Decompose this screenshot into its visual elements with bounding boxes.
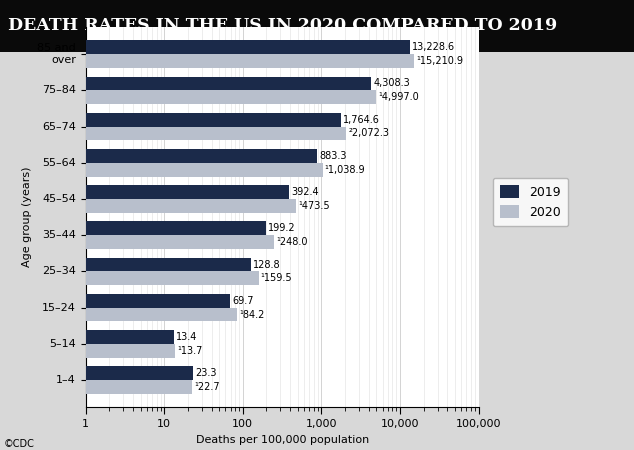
Text: DEATH RATES IN THE US IN 2020 COMPARED TO 2019: DEATH RATES IN THE US IN 2020 COMPARED T… <box>8 18 557 34</box>
Text: 4,308.3: 4,308.3 <box>373 78 410 89</box>
Text: 392.4: 392.4 <box>292 187 319 197</box>
Bar <box>0 113 341 126</box>
Text: 23.3: 23.3 <box>195 368 217 378</box>
Text: ¹1,038.9: ¹1,038.9 <box>325 165 365 175</box>
Bar <box>0 126 346 140</box>
Bar <box>0 330 174 344</box>
Text: ¹248.0: ¹248.0 <box>276 237 307 247</box>
Y-axis label: Age group (years): Age group (years) <box>22 167 32 267</box>
Text: 1,764.6: 1,764.6 <box>343 115 380 125</box>
Bar <box>0 221 266 235</box>
Bar <box>0 366 193 380</box>
Text: ¹473.5: ¹473.5 <box>298 201 330 211</box>
Bar <box>0 76 372 90</box>
Bar <box>0 344 175 358</box>
Bar <box>0 90 377 104</box>
Bar <box>0 149 317 163</box>
Text: ²2,072.3: ²2,072.3 <box>348 128 389 139</box>
Text: ¹4,997.0: ¹4,997.0 <box>378 92 419 102</box>
X-axis label: Deaths per 100,000 population: Deaths per 100,000 population <box>195 435 369 445</box>
Text: ©CDC: ©CDC <box>3 439 34 449</box>
Bar <box>0 258 252 271</box>
Bar <box>0 54 415 68</box>
Bar <box>0 199 296 213</box>
Legend: 2019, 2020: 2019, 2020 <box>493 178 568 226</box>
Bar <box>0 185 290 199</box>
Text: 128.8: 128.8 <box>254 260 281 270</box>
Bar <box>0 294 231 308</box>
Text: ¹22.7: ¹22.7 <box>194 382 220 392</box>
Bar <box>0 380 192 394</box>
Text: 13.4: 13.4 <box>176 332 198 342</box>
Bar <box>0 163 323 176</box>
Bar <box>0 308 237 321</box>
Bar <box>0 271 259 285</box>
Text: ¹84.2: ¹84.2 <box>239 310 264 320</box>
Text: 69.7: 69.7 <box>233 296 254 306</box>
Text: ¹15,210.9: ¹15,210.9 <box>417 56 463 66</box>
Text: 883.3: 883.3 <box>319 151 347 161</box>
Text: ¹13.7: ¹13.7 <box>177 346 202 356</box>
Bar <box>0 40 410 54</box>
Bar <box>0 235 274 249</box>
Text: 199.2: 199.2 <box>268 223 296 234</box>
Text: ¹159.5: ¹159.5 <box>261 273 292 284</box>
Text: 13,228.6: 13,228.6 <box>411 42 455 52</box>
